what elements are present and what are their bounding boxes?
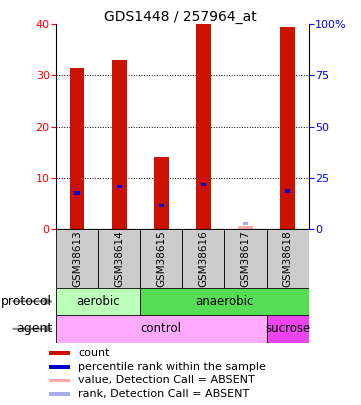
Bar <box>285 190 290 192</box>
Bar <box>49 392 70 396</box>
Bar <box>112 60 126 229</box>
Bar <box>238 226 253 229</box>
Bar <box>56 315 266 343</box>
Text: aerobic: aerobic <box>76 295 120 308</box>
Text: GSM38614: GSM38614 <box>114 230 124 287</box>
Bar <box>201 183 206 186</box>
Bar <box>49 351 70 355</box>
Text: anaerobic: anaerobic <box>195 295 254 308</box>
Bar <box>70 68 84 229</box>
Text: sucrose: sucrose <box>265 322 310 335</box>
Bar <box>159 204 164 207</box>
Text: GSM38616: GSM38616 <box>198 230 208 287</box>
Text: agent: agent <box>16 322 52 335</box>
Bar <box>196 24 211 229</box>
Bar <box>266 315 309 343</box>
Bar <box>117 185 122 188</box>
Text: control: control <box>141 322 182 335</box>
Bar <box>140 229 182 288</box>
Bar <box>225 229 266 288</box>
Text: count: count <box>78 348 110 358</box>
Bar <box>56 288 140 315</box>
Bar <box>74 192 79 194</box>
Text: rank, Detection Call = ABSENT: rank, Detection Call = ABSENT <box>78 389 249 399</box>
Bar <box>280 27 295 229</box>
Text: GSM38615: GSM38615 <box>156 230 166 287</box>
Bar <box>98 229 140 288</box>
Bar <box>49 365 70 369</box>
Text: protocol: protocol <box>1 295 52 308</box>
Text: GSM38613: GSM38613 <box>72 230 82 287</box>
Text: GDS1448 / 257964_at: GDS1448 / 257964_at <box>104 10 257 24</box>
Text: percentile rank within the sample: percentile rank within the sample <box>78 362 266 372</box>
Bar <box>56 229 98 288</box>
Bar <box>266 229 309 288</box>
Text: GSM38617: GSM38617 <box>240 230 251 287</box>
Bar <box>243 222 248 225</box>
Text: GSM38618: GSM38618 <box>283 230 293 287</box>
Bar <box>182 229 225 288</box>
Bar <box>140 288 309 315</box>
Bar <box>154 157 169 229</box>
Bar <box>49 379 70 382</box>
Text: value, Detection Call = ABSENT: value, Detection Call = ABSENT <box>78 375 255 386</box>
